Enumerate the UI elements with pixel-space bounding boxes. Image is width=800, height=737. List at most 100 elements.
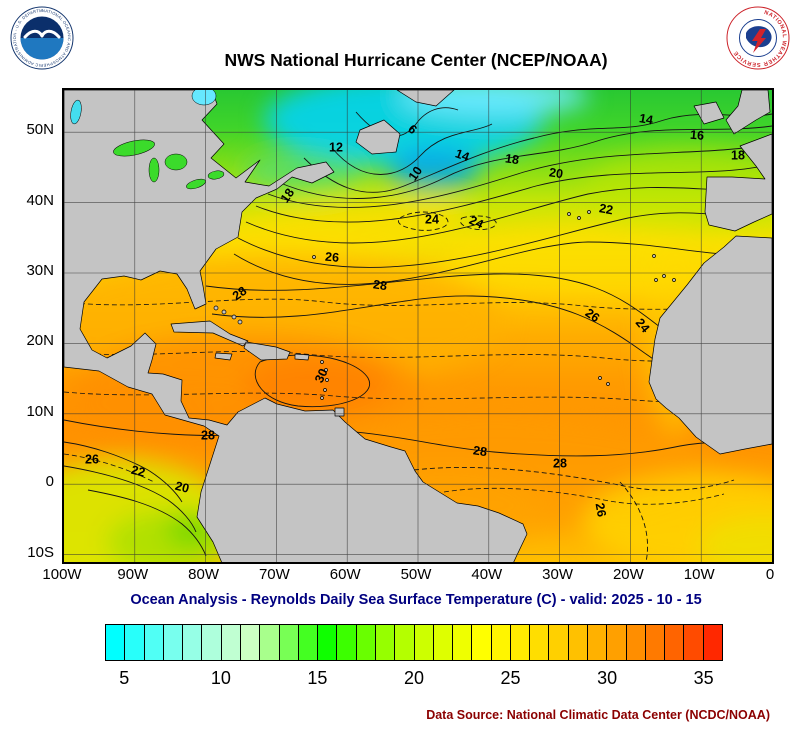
lon-axis-label: 80W	[188, 566, 220, 583]
contour-line	[267, 143, 772, 208]
lat-axis-label: 10N	[26, 402, 54, 420]
colorbar-segment	[414, 625, 434, 660]
contour-line	[64, 453, 155, 483]
lat-axis-label: 50N	[26, 121, 54, 139]
land-africa	[648, 235, 772, 455]
land-great-britain	[725, 90, 771, 135]
colorbar-segment	[472, 625, 492, 660]
contour-line	[277, 125, 772, 199]
lon-axis-label: 60W	[329, 566, 361, 583]
contour-line	[443, 487, 725, 505]
contour-line	[87, 489, 207, 557]
contour-label: 14	[638, 111, 654, 127]
contour-line	[64, 441, 183, 503]
colorbar-segment	[645, 625, 666, 660]
contour-label: 10	[406, 164, 425, 183]
colorbar-segment	[665, 625, 685, 660]
colorbar-segment	[607, 625, 627, 660]
lake-winnipeg	[70, 99, 82, 125]
contour-label: 28	[372, 277, 388, 293]
contour-label: 18	[504, 151, 520, 167]
colorbar-segment	[433, 625, 454, 660]
nws-logo: NATIONAL WEATHER SERVICE	[726, 6, 790, 70]
colorbar-tick: 25	[500, 668, 521, 688]
colorbar-tick: 20	[403, 668, 425, 688]
colorbar-tick: 30	[597, 668, 618, 688]
island-azores	[577, 216, 581, 220]
colorbar-segment	[395, 625, 415, 660]
land-iberia-france	[704, 133, 772, 232]
page-title: NWS National Hurricane Center (NCEP/NOAA…	[224, 50, 608, 70]
colorbar-segment	[375, 625, 396, 660]
island-canaries	[654, 278, 658, 282]
colorbar-segment	[568, 625, 589, 660]
colorbar-segment	[626, 625, 646, 660]
lake-huron	[164, 153, 188, 171]
colorbar-ticks: 5 10 15 20 25 30 35	[105, 668, 723, 694]
colorbar-segment	[318, 625, 338, 660]
contour-label: 24	[425, 212, 439, 226]
lon-axis-label: 40W	[471, 566, 503, 583]
sst-map: 6 12 10 14 14 16 18 18 18 20 22 24 24 24 26 26 28 28 30 28 2…	[62, 88, 774, 564]
island-canaries	[672, 278, 676, 282]
island-dot	[231, 314, 237, 320]
contour-label: 28	[230, 284, 249, 303]
colorbar-segment	[125, 625, 145, 660]
land-jamaica	[214, 352, 233, 361]
contour-label: 28	[472, 443, 488, 459]
island-cape-verde	[606, 382, 610, 386]
contour-line	[255, 163, 772, 223]
data-source-text: Data Source: National Climatic Data Cent…	[426, 708, 770, 722]
colorbar-segment	[260, 625, 280, 660]
land-hispaniola	[243, 341, 291, 361]
contour-line	[331, 123, 493, 175]
contour-line	[254, 354, 371, 408]
lon-axis-label: 70W	[258, 566, 290, 583]
contour-label: 22	[130, 463, 147, 480]
contour-label: 26	[583, 306, 602, 325]
contour-label: 16	[690, 128, 705, 143]
lon-axis-label: 50W	[400, 566, 432, 583]
colorbar-segment	[684, 625, 704, 660]
nws-lightning-icon	[752, 29, 766, 53]
island-azores	[587, 210, 591, 214]
contour-label: 30	[312, 366, 331, 385]
colorbar-segment	[240, 625, 261, 660]
colorbar-tick: 10	[210, 668, 231, 688]
land-newfoundland	[355, 119, 401, 155]
island-dot	[325, 378, 329, 382]
lat-axis-label: 20N	[26, 332, 54, 350]
land-greenland	[396, 90, 455, 107]
colorbar-segment	[144, 625, 164, 660]
contour-label: 20	[548, 165, 564, 181]
lon-axis-label: 90W	[117, 566, 149, 583]
james-bay	[191, 90, 217, 106]
island-cape-verde	[598, 376, 602, 380]
lon-axis-label: 20W	[612, 566, 644, 583]
contour-line	[398, 211, 449, 231]
contour-line	[233, 241, 772, 285]
island-dot	[320, 360, 324, 364]
land-layer	[64, 90, 772, 562]
island-azores	[567, 212, 571, 216]
lat-axis-label: 0	[45, 473, 54, 491]
colorbar-segment	[588, 625, 608, 660]
colorbar-segment	[491, 625, 511, 660]
contour-label: 26	[593, 502, 609, 518]
lat-axis-label: 30N	[26, 262, 54, 279]
lat-axis-label: 40N	[26, 191, 54, 209]
lake-michigan	[148, 157, 160, 183]
island-canaries	[662, 274, 666, 278]
contour-label: 14	[453, 146, 471, 164]
colorbar-segment	[530, 625, 550, 660]
contour-line	[619, 481, 648, 562]
colorbar-segment	[221, 625, 241, 660]
noaa-logo: NATIONAL OCEANIC AND ATMOSPHERIC ADMINIS…	[10, 6, 74, 70]
colorbar-segment	[202, 625, 222, 660]
island-madeira	[652, 254, 656, 258]
grid-layer	[64, 90, 772, 562]
colorbar-segment	[453, 625, 473, 660]
contour-label: 12	[329, 140, 343, 154]
contour-line	[413, 466, 735, 491]
colorbar-segment	[703, 625, 722, 660]
